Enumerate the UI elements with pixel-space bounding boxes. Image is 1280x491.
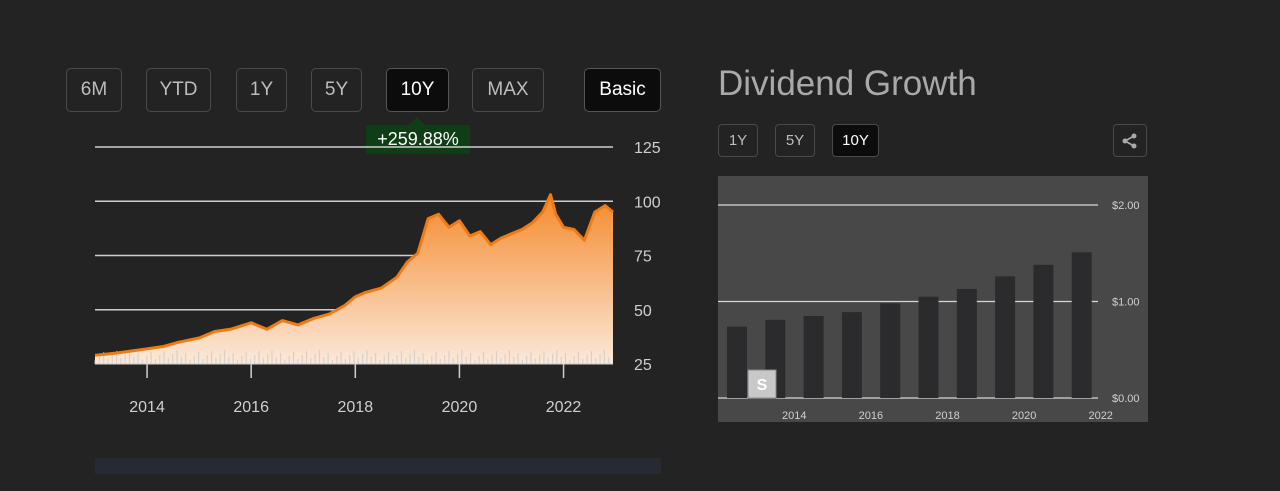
dividend-x-tick-label: 2020 [1012,410,1036,422]
y-tick-label: 25 [634,357,652,374]
split-marker[interactable]: S [747,369,777,399]
dividend-x-tick-label: 2018 [935,410,959,422]
price-line [94,193,614,357]
range-button-6m[interactable]: 6M [66,68,122,112]
x-tick-label: 2014 [129,399,165,416]
dividend-bar [841,312,862,398]
dividend-bar [1071,252,1092,398]
dividend-x-tick-label: 2022 [1088,410,1112,422]
x-tick-label: 2022 [546,399,582,416]
dividend-range-button-1y[interactable]: 1Y [718,124,758,157]
badge-pointer [409,117,425,125]
dividend-bar [918,296,939,398]
dividend-bar [995,276,1016,398]
y-tick-label: 100 [634,194,661,211]
basic-mode-button[interactable]: Basic [584,68,661,112]
y-tick-label: 50 [634,303,652,320]
change-badge: +259.88% [366,117,470,154]
price-chart: 25 50 75 100 125 2014 2016 2018 2020 2022 [94,140,661,416]
y-tick-label: 75 [634,249,652,266]
x-tick-label: 2018 [338,399,374,416]
x-tick-label: 2020 [442,399,478,416]
dividend-x-tick-label: 2016 [859,410,883,422]
range-button-10y[interactable]: 10Y [386,68,449,112]
range-button-max[interactable]: MAX [472,68,544,112]
dividend-chart: $0.00 $1.00 $2.00 2014 2016 2018 2020 2022 S [718,176,1148,422]
svg-text:S: S [757,377,768,394]
y-tick-label: 125 [634,140,661,157]
dividend-x-tick-label: 2014 [782,410,806,422]
dividend-title: Dividend Growth [718,64,977,103]
dividend-range-button-10y[interactable]: 10Y [832,124,879,157]
dividend-y-tick-label: $0.00 [1112,393,1140,405]
dividend-bar [1033,264,1054,398]
share-icon [1122,133,1137,148]
dividend-bar [956,288,977,398]
change-badge-label: +259.88% [377,129,459,149]
dividend-range-button-5y[interactable]: 5Y [775,124,815,157]
scroll-track[interactable] [95,458,661,474]
dividend-bar [727,326,747,398]
share-button[interactable] [1113,124,1147,157]
dividend-y-tick-label: $2.00 [1112,200,1140,212]
x-tick-label: 2016 [233,399,269,416]
dividend-bar [803,315,824,398]
range-button-1y[interactable]: 1Y [236,68,287,112]
range-button-5y[interactable]: 5Y [311,68,362,112]
dividend-bar [880,303,901,398]
range-button-ytd[interactable]: YTD [146,68,211,112]
dividend-y-tick-label: $1.00 [1112,297,1140,309]
